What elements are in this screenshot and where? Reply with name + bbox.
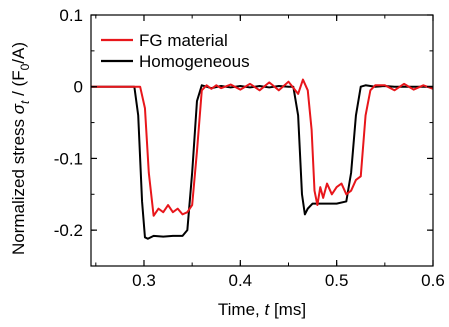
y-tick-label: 0.1 xyxy=(59,6,83,25)
tick-layer: 0.3 0.4 0.5 0.6 -0.2 -0.1 0 0.1 xyxy=(54,6,445,290)
y-tick-label: -0.2 xyxy=(54,221,83,240)
legend: FG material Homogeneous xyxy=(101,31,250,71)
x-tick-label: 0.3 xyxy=(132,271,156,290)
x-tick-label: 0.6 xyxy=(421,271,445,290)
x-axis-title: Time, t [ms] xyxy=(218,300,306,319)
plot-frame xyxy=(90,14,434,267)
y-tick-label: -0.1 xyxy=(54,149,83,168)
y-tick-label: 0 xyxy=(74,78,83,97)
series-line-fg-material xyxy=(91,78,433,217)
legend-label: Homogeneous xyxy=(139,52,250,71)
x-tick-label: 0.4 xyxy=(229,271,253,290)
x-tick-label: 0.5 xyxy=(325,271,349,290)
legend-label: FG material xyxy=(139,31,228,50)
y-axis-title: Normalized stress σt / (F0/A) xyxy=(9,42,32,255)
series-layer xyxy=(91,78,433,240)
series-line-homogeneous xyxy=(91,84,433,240)
